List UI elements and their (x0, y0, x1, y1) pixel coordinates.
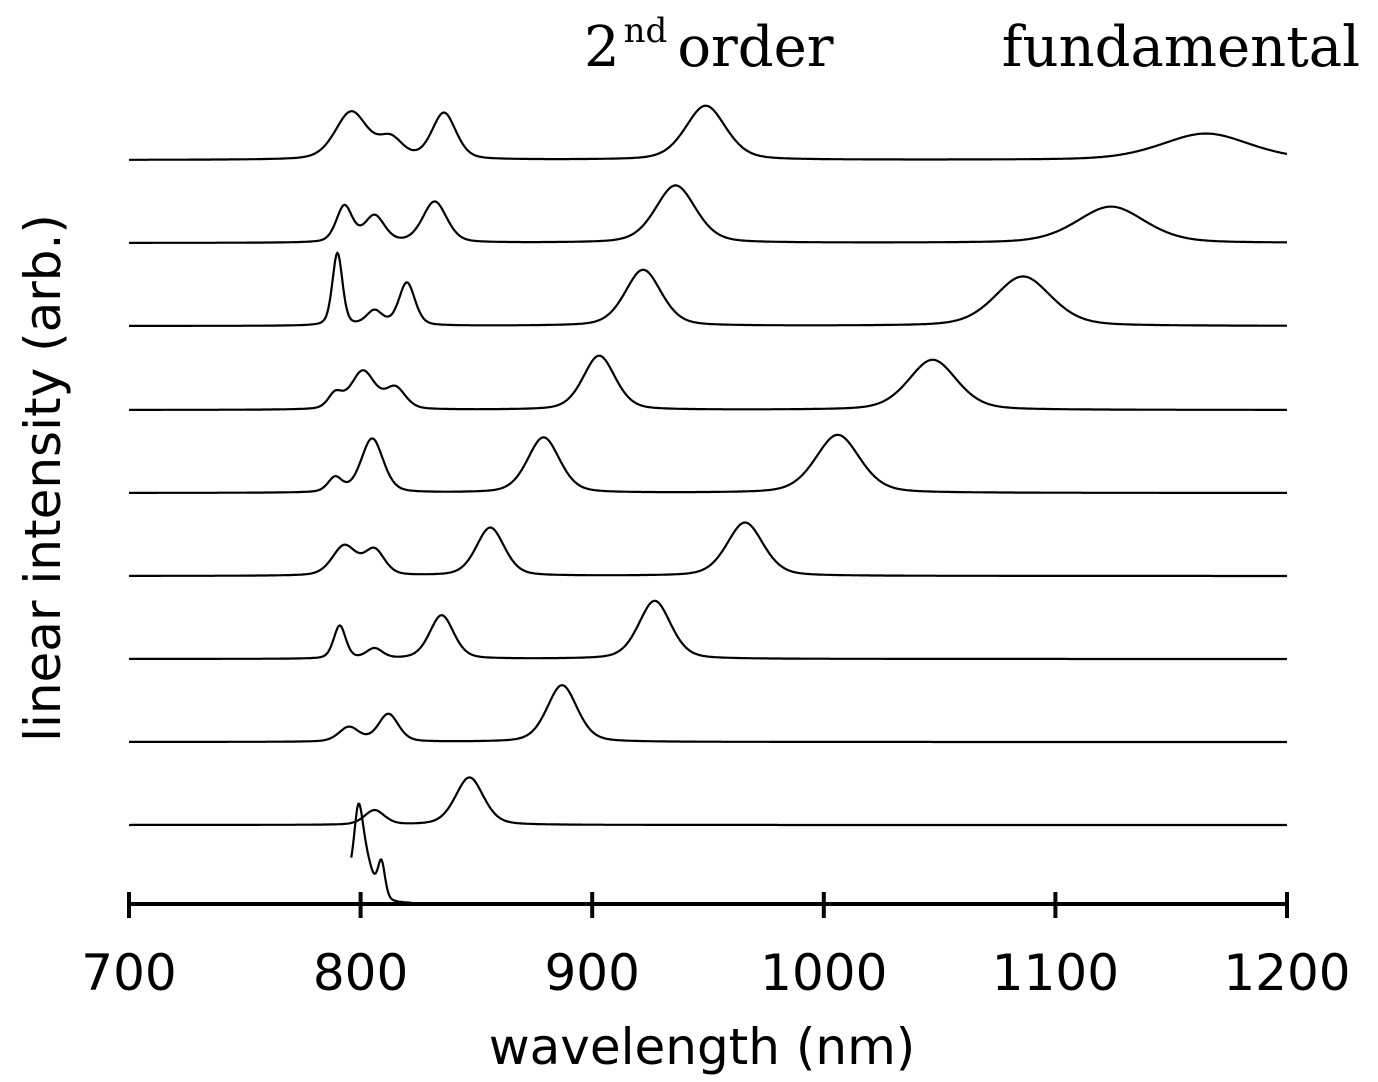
y-axis-title: linear intensity (arb.) (14, 214, 72, 742)
spectra-traces (129, 104, 1288, 904)
x-axis-ticks: 700 800 900 1000 1100 1200 (81, 892, 1351, 1002)
x-tick-label-800: 800 (313, 944, 408, 1002)
spectrum-trace (129, 251, 1287, 327)
x-axis-title: wavelength (nm) (489, 1018, 916, 1076)
spectrum-trace (129, 599, 1287, 661)
spectrum-trace (129, 521, 1287, 578)
fundamental-annotation: fundamental (1002, 15, 1360, 80)
second-order-rest: order (677, 15, 833, 80)
spectrum-trace (129, 354, 1287, 411)
x-axis: 700 800 900 1000 1100 1200 (81, 892, 1351, 1002)
spectrum-trace (129, 184, 1287, 244)
spectrum-trace (129, 104, 1288, 161)
second-order-annotation: 2 nd order (584, 11, 834, 80)
x-tick-label-1000: 1000 (760, 944, 887, 1002)
spectrum-trace (129, 776, 1287, 827)
spectrum-trace (350, 802, 412, 904)
spectrum-trace (129, 433, 1287, 494)
x-tick-label-900: 900 (544, 944, 639, 1002)
spectrum-trace (129, 684, 1287, 744)
x-tick-label-1200: 1200 (1223, 944, 1350, 1002)
second-order-base: 2 (584, 15, 620, 80)
x-tick-label-1100: 1100 (992, 944, 1119, 1002)
second-order-sup: nd (624, 11, 668, 51)
x-tick-label-700: 700 (81, 944, 176, 1002)
